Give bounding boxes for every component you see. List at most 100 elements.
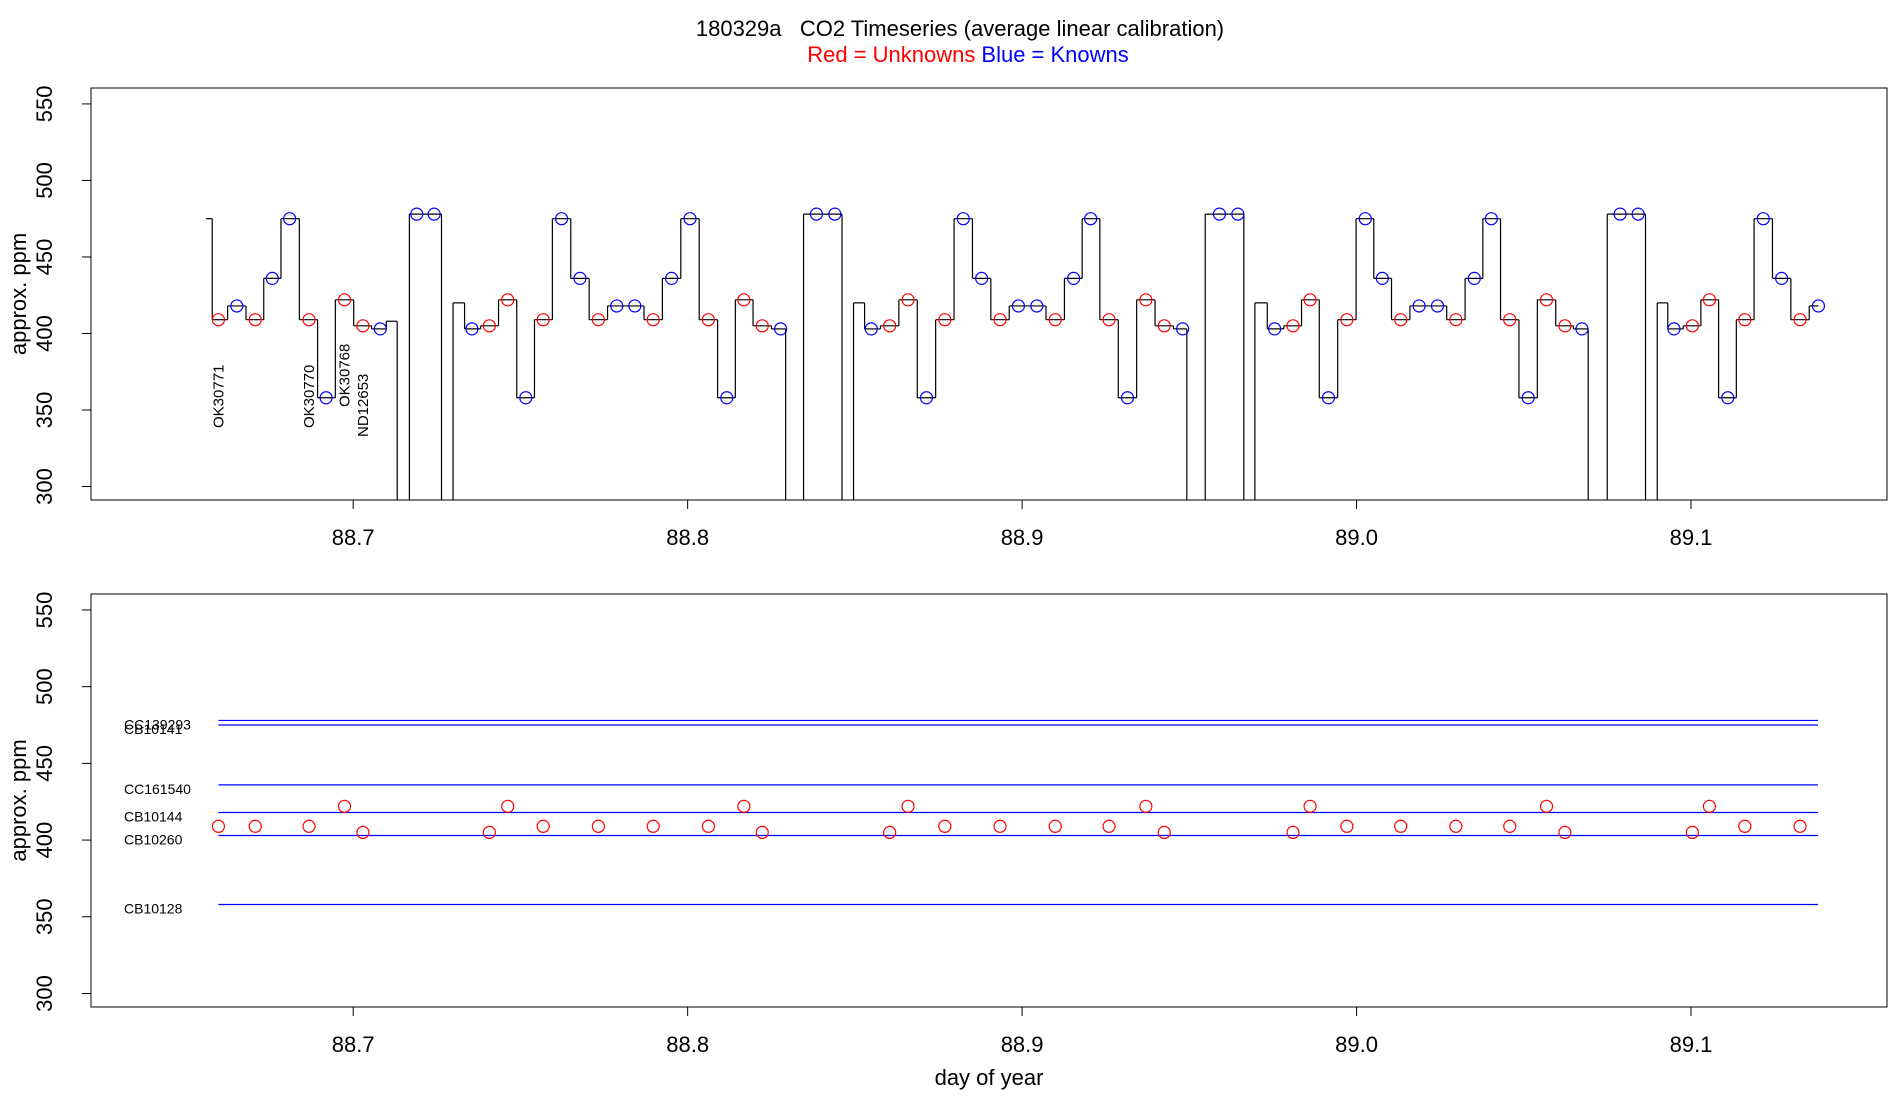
x-tick-label: 88.7 [332,1032,375,1057]
standard-label: CC161540 [124,781,191,797]
legend-entry: Blue = Knowns [981,42,1128,67]
data-point [1613,207,1627,221]
x-tick-label: 89.1 [1670,1032,1713,1057]
data-point [1702,293,1717,307]
data-point [993,313,1007,327]
data-point [1539,293,1554,307]
data-point [1503,313,1517,327]
data-point [248,313,262,327]
data-point [1030,299,1044,313]
data-point [1793,313,1807,327]
data-point [1120,391,1135,405]
data-point [1011,299,1026,313]
x-axis-label: day of year [935,1065,1044,1090]
data-point [1394,819,1408,833]
data-point [665,271,679,285]
data-point [1738,313,1752,327]
data-point [1575,322,1589,336]
y-tick-label: 500 [32,162,57,199]
data-point [482,825,496,840]
data-point [302,313,316,327]
plot-frame [90,593,1888,1008]
data-point [701,819,715,833]
data-point [265,271,279,285]
chart-title: 180329a CO2 Timeseries (average linear c… [696,16,1224,41]
data-point [1558,825,1572,840]
data-point [737,293,751,307]
data-point [356,825,370,840]
data-point [211,313,226,327]
data-point [1139,799,1153,813]
data-point [809,207,824,221]
data-point [1048,819,1062,833]
data-point [1358,212,1372,226]
x-tick-label: 89.1 [1670,525,1713,550]
data-point [1231,207,1245,221]
data-point [501,799,515,813]
data-point [1811,299,1826,313]
standard-label: CB10260 [124,831,183,847]
data-point [774,322,788,336]
data-point [410,207,424,221]
y-tick-label: 550 [32,592,57,629]
standard-label: CC139293 [124,716,191,732]
x-tick-label: 88.8 [666,525,709,550]
x-tick-label: 88.7 [332,525,375,550]
data-point [1631,207,1645,221]
data-point [610,299,624,313]
data-point [302,819,316,833]
y-tick-label: 500 [32,668,57,705]
data-point [737,799,751,813]
data-point [1286,825,1300,840]
data-point [1467,271,1481,285]
data-point [1157,825,1171,840]
data-point [1721,391,1735,405]
data-point [1484,212,1498,226]
data-point [554,212,569,226]
standard-label: CB10144 [124,808,183,824]
data-point [501,293,515,307]
data-point [883,319,897,333]
data-point [1048,313,1062,327]
data-point [883,825,897,840]
data-point [1303,293,1317,307]
standard-label: CB10128 [124,901,183,917]
data-point [1685,319,1699,333]
data-point [1084,212,1098,226]
data-point [1430,299,1445,313]
data-point [720,391,734,405]
data-point [1067,271,1081,285]
data-point [1303,799,1317,813]
data-point [211,819,226,833]
data-point [1102,819,1116,833]
data-point [248,819,262,833]
data-point [901,293,915,307]
y-tick-label: 300 [32,975,57,1012]
annotation: OK30770 [301,365,318,428]
data-point [573,271,587,285]
y-axis-label: approx. ppm [6,739,31,861]
data-point [628,299,642,313]
data-point [1449,313,1463,327]
data-point [1212,207,1227,221]
data-point [356,319,370,333]
data-point [427,207,441,221]
data-point [864,322,878,336]
data-point [536,819,550,833]
data-point [1394,313,1408,327]
y-tick-label: 350 [32,392,57,429]
data-point [1521,391,1535,405]
y-tick-label: 400 [32,315,57,352]
data-point [919,391,934,405]
plot-frame [90,87,1888,501]
data-point [337,293,352,307]
annotation: OK30771 [210,365,227,428]
annotation: ND12653 [355,374,372,437]
y-tick-label: 400 [32,822,57,859]
data-point [319,391,333,405]
data-point [283,212,297,226]
data-point [1340,819,1354,833]
standard-label: CB10141 [124,721,183,737]
legend: Red = Unknowns Blue = Knowns [807,42,1129,67]
data-point [482,319,496,333]
